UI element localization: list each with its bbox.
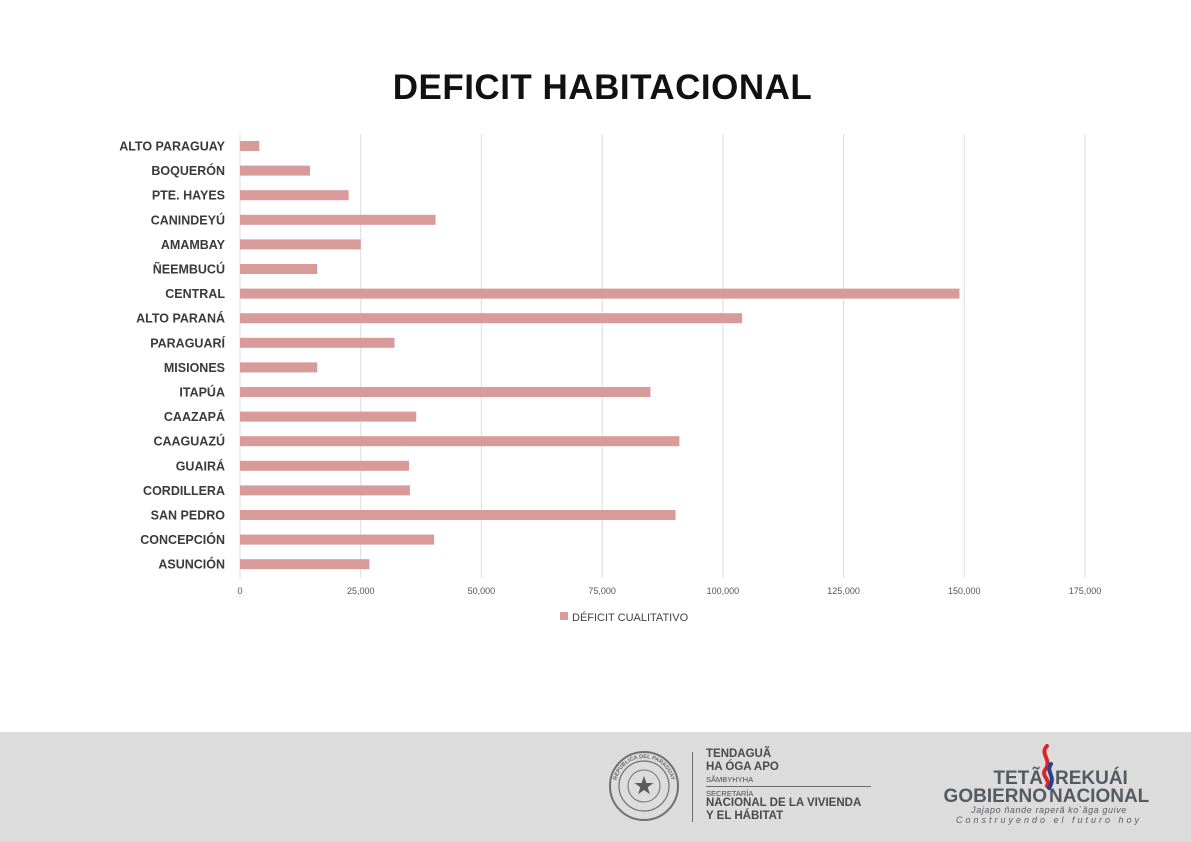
bar (240, 141, 260, 151)
x-tick-label: 150,000 (948, 586, 981, 596)
bar-chart: ALTO PARAGUAY BOQUERÓN PTE. HAYES CANINDEYÚ… (119, 134, 1101, 624)
x-tick-label: 0 (237, 586, 242, 596)
category-label: CANINDEYÚ (151, 212, 225, 227)
x-tick-label: 25,000 (347, 586, 375, 596)
category-label: ALTO PARANÁ (136, 311, 225, 326)
gobierno-slogan-spanish: Construyendo el futuro hoy (956, 815, 1142, 825)
category-label: ITAPÚA (179, 385, 225, 400)
bar (240, 337, 395, 348)
bar (240, 239, 361, 250)
legend-swatch (560, 612, 568, 620)
bar (240, 165, 311, 176)
secretaria-line-4: SECRETARÍA (706, 789, 754, 798)
bar (240, 485, 410, 496)
gobierno-text-nacional: NACIONAL (1049, 786, 1150, 807)
gobierno-slogan-guarani: Jajapo ñande raperã ko`ãga guive (970, 805, 1127, 815)
category-label: ASUNCIÓN (158, 557, 225, 572)
category-labels: ALTO PARAGUAY BOQUERÓN PTE. HAYES CANINDEYÚ… (119, 140, 225, 572)
legend-label: DÉFICIT CUALITATIVO (572, 611, 689, 624)
secretaria-line-2: HA ÓGA APO (706, 761, 779, 773)
footer-band (0, 732, 1191, 842)
x-tick-label: 75,000 (588, 586, 616, 596)
gobierno-text-rekuai: REKUÁI (1055, 767, 1128, 789)
bar (240, 288, 960, 299)
bar (240, 559, 370, 570)
secretaria-rule (706, 786, 871, 787)
bar (240, 387, 651, 397)
legend: DÉFICIT CUALITATIVO (560, 611, 689, 624)
category-label: ÑEEMBUCÚ (153, 262, 225, 277)
category-label: CONCEPCIÓN (140, 532, 225, 547)
national-seal-logo: REPÚBLICA DEL PARAGUAY (609, 751, 679, 821)
bar (240, 264, 318, 274)
secretaria-line-6: Y EL HÁBITAT (706, 810, 784, 822)
category-label: PARAGUARÍ (150, 335, 225, 350)
category-label: CAAGUAZÚ (153, 434, 225, 449)
category-label: ALTO PARAGUAY (119, 140, 225, 154)
bar (240, 214, 436, 225)
secretaria-line-3: SÃMBYHYHA (706, 775, 754, 784)
category-label: CENTRAL (165, 287, 225, 301)
bar (240, 460, 409, 471)
bar (240, 534, 435, 545)
bars (240, 141, 960, 570)
gobierno-text-gobierno: GOBIERNO (944, 786, 1047, 807)
bar (240, 510, 676, 520)
category-label: AMAMBAY (161, 238, 226, 252)
category-label: PTE. HAYES (152, 189, 225, 203)
secretaria-line-1: TENDAGUÃ (706, 748, 772, 760)
gobierno-text-teta: TETÃ (993, 767, 1043, 789)
chart-title: DEFICIT HABITACIONAL (392, 68, 813, 107)
category-label: MISIONES (164, 361, 225, 375)
bar (240, 190, 349, 201)
category-label: CAAZAPÁ (164, 409, 225, 424)
bar (240, 313, 743, 324)
x-tick-label: 125,000 (827, 586, 860, 596)
x-tick-labels: 0 25,000 50,000 75,000 100,000 125,000 150,000… (237, 586, 1101, 596)
category-label: BOQUERÓN (151, 163, 225, 178)
category-label: CORDILLERA (143, 484, 225, 498)
x-tick-label: 100,000 (707, 586, 740, 596)
bar (240, 436, 680, 447)
gobierno-nacional-logo: TETÃ REKUÁI GOBIERNO NACIONAL Jajapo ñan… (944, 744, 1150, 825)
footer-divider (692, 752, 693, 822)
bar (240, 362, 318, 373)
category-label: SAN PEDRO (151, 509, 226, 523)
category-label: GUAIRÁ (176, 458, 225, 473)
secretaria-line-5: NACIONAL DE LA VIVIENDA (706, 797, 862, 809)
x-tick-label: 50,000 (468, 586, 496, 596)
gridlines (239, 134, 1086, 578)
bar (240, 411, 417, 422)
x-tick-label: 175,000 (1069, 586, 1102, 596)
